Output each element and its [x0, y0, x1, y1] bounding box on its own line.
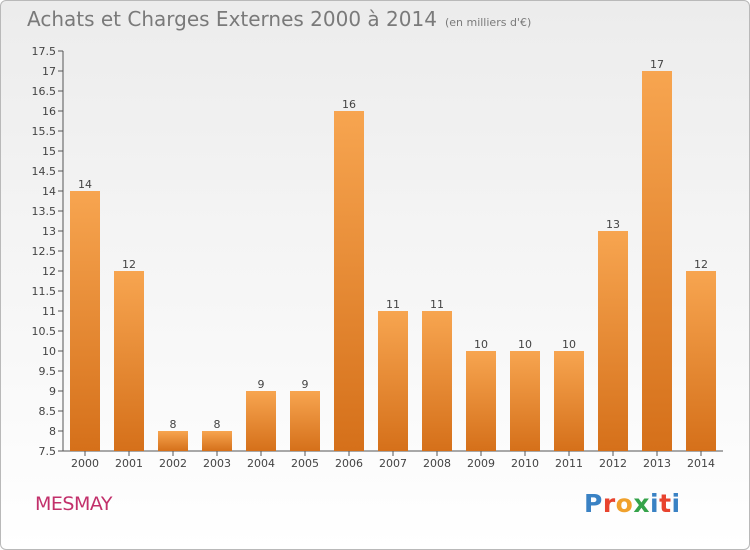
- bar-2004: [246, 391, 276, 451]
- y-tick-label: 13.5: [32, 205, 57, 218]
- y-tick-label: 16.5: [32, 85, 57, 98]
- x-tick-label: 2000: [71, 457, 99, 470]
- x-tick-label: 2013: [643, 457, 671, 470]
- x-tick-label: 2008: [423, 457, 451, 470]
- x-tick-label: 2010: [511, 457, 539, 470]
- bar-value-label: 16: [342, 98, 356, 111]
- x-tick-label: 2004: [247, 457, 275, 470]
- bar-2002: [158, 431, 188, 451]
- bar-value-label: 11: [430, 298, 444, 311]
- logo-letter: P: [584, 489, 603, 518]
- bar-2006: [334, 111, 364, 451]
- bar-2013: [642, 71, 672, 451]
- logo-letter: x: [633, 489, 650, 518]
- bar-value-label: 10: [474, 338, 488, 351]
- y-tick-label: 11: [42, 305, 56, 318]
- logo-letter: r: [602, 489, 616, 518]
- y-tick-label: 8.5: [39, 405, 57, 418]
- bar-2012: [598, 231, 628, 451]
- x-tick-label: 2002: [159, 457, 187, 470]
- commune-name: MESMAY: [35, 493, 112, 515]
- logo-letter: i: [671, 489, 681, 518]
- chart-unit: (en milliers d'€): [444, 16, 532, 29]
- bar-value-label: 12: [122, 258, 136, 271]
- bar-value-label: 13: [606, 218, 620, 231]
- bar-2001: [114, 271, 144, 451]
- y-tick-label: 12: [42, 265, 56, 278]
- y-tick-label: 17: [42, 65, 56, 78]
- x-tick-label: 2012: [599, 457, 627, 470]
- bar-2008: [422, 311, 452, 451]
- y-tick-label: 14.5: [32, 165, 57, 178]
- bar-2000: [70, 191, 100, 451]
- bar-2011: [554, 351, 584, 451]
- y-tick-label: 10.5: [32, 325, 57, 338]
- y-tick-label: 14: [42, 185, 56, 198]
- x-tick-label: 2003: [203, 457, 231, 470]
- proxiti-logo: Proxiti: [584, 489, 681, 518]
- bars: 14 12 8 8 9 9 16 11 11 10 10 10 13 17 12: [70, 58, 716, 451]
- x-axis: 2000 2001 2002 2003 2004 2005 2006 2007 2008 2009…: [63, 450, 723, 470]
- bar-value-label: 8: [214, 418, 221, 431]
- bar-value-label: 12: [694, 258, 708, 271]
- bar-value-label: 9: [302, 378, 309, 391]
- x-tick-label: 2014: [687, 457, 715, 470]
- bar-value-label: 17: [650, 58, 664, 71]
- bar-value-label: 9: [258, 378, 265, 391]
- y-tick-label: 12.5: [32, 245, 57, 258]
- bar-2005: [290, 391, 320, 451]
- y-tick-label: 13: [42, 225, 56, 238]
- y-tick-label: 15: [42, 145, 56, 158]
- x-tick-label: 2007: [379, 457, 407, 470]
- chart-title: Achats et Charges Externes 2000 à 2014 (e…: [27, 7, 531, 31]
- bar-2010: [510, 351, 540, 451]
- bar-value-label: 11: [386, 298, 400, 311]
- bar-value-label: 14: [78, 178, 92, 191]
- bar-2007: [378, 311, 408, 451]
- y-tick-label: 11.5: [32, 285, 57, 298]
- logo-letter: t: [659, 489, 672, 518]
- y-tick-label: 16: [42, 105, 56, 118]
- logo-letter: i: [650, 489, 660, 518]
- y-tick-label: 8: [49, 425, 56, 438]
- chart-title-text: Achats et Charges Externes 2000 à 2014: [27, 7, 437, 31]
- y-tick-label: 7.5: [39, 445, 57, 458]
- y-tick-label: 15.5: [32, 125, 57, 138]
- x-tick-label: 2011: [555, 457, 583, 470]
- bar-2014: [686, 271, 716, 451]
- bar-2009: [466, 351, 496, 451]
- bar-value-label: 10: [518, 338, 532, 351]
- logo-letter: o: [615, 489, 634, 518]
- x-tick-label: 2005: [291, 457, 319, 470]
- y-tick-label: 9: [49, 385, 56, 398]
- y-tick-label: 10: [42, 345, 56, 358]
- x-tick-label: 2006: [335, 457, 363, 470]
- y-tick-label: 17.5: [32, 45, 57, 58]
- bar-2003: [202, 431, 232, 451]
- x-tick-label: 2001: [115, 457, 143, 470]
- y-tick-label: 9.5: [39, 365, 57, 378]
- x-tick-label: 2009: [467, 457, 495, 470]
- bar-value-label: 8: [170, 418, 177, 431]
- bar-value-label: 10: [562, 338, 576, 351]
- y-axis: 7.5 8 8.5 9 9.5 10 10.5 11 11.5 12 12.5 13 13.5 14 14.…: [32, 45, 64, 458]
